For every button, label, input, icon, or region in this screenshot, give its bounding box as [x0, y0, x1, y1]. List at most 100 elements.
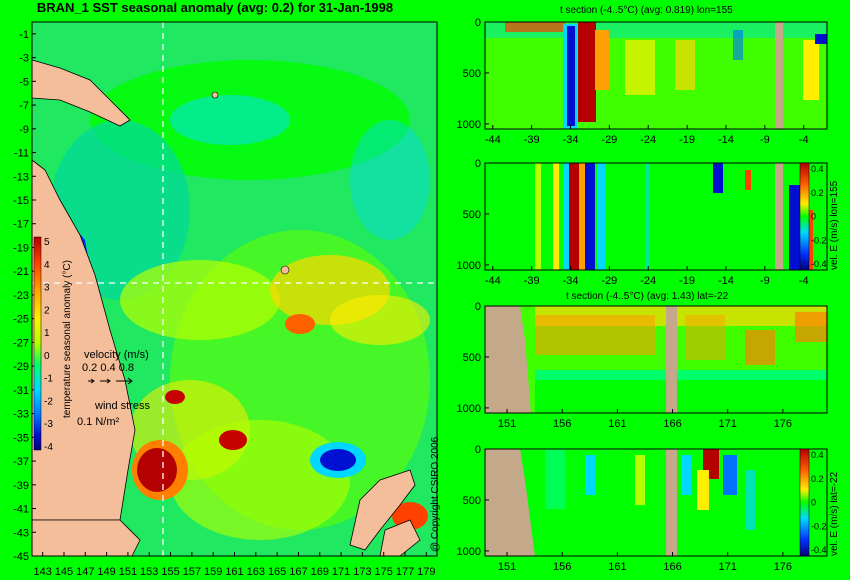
velocity-colorbar-tick: 0.2: [811, 188, 824, 198]
map-x-tick-label: 163: [247, 566, 265, 578]
map-y-tick-label: -11: [14, 148, 29, 160]
sst-map-chart: -1-3-5-7-9-11-13-15-17-19-21-23-25-27-29…: [13, 21, 438, 578]
map-y-axis-labels: -1 -3 -5 -7 -9 -11 -13 -15 -17 -19 -21 -23 -25 -27 -29…: [13, 29, 36, 563]
section-y-tick-label: 1000: [457, 119, 481, 131]
section-y-tick-label: 500: [463, 495, 481, 507]
section-x-tick-label: -19: [679, 275, 695, 287]
section-x-tick-label: -29: [601, 134, 617, 146]
velocity-colorbar-tick: 0: [811, 498, 816, 508]
section-1-chart: 0 500 1000 -44 -39 -34 -29 -24 -19 -14 -9 -4: [457, 17, 828, 146]
map-y-tick-label: -23: [13, 290, 29, 302]
section-3-x-axis-labels: 151 156 161 166 171 176: [498, 409, 792, 430]
section-3-y-axis-labels: 0 500 1000: [457, 301, 489, 415]
map-y-tick-label: -3: [19, 53, 29, 65]
sst-colorbar-tick: -4: [44, 442, 53, 453]
sst-colorbar-tick: -3: [44, 419, 53, 430]
map-y-tick-label: -25: [13, 314, 29, 326]
section-x-tick-label: -4: [799, 134, 809, 146]
section-y-tick-label: 500: [463, 68, 481, 80]
map-y-tick-label: -15: [13, 195, 29, 207]
map-x-tick-label: 143: [33, 566, 51, 578]
section-x-tick-label: -14: [718, 275, 734, 287]
section-1-title: t section (-4..5°C) (avg: 0.819) lon=155: [560, 5, 733, 16]
map-x-tick-label: 159: [204, 566, 222, 578]
section-x-tick-label: -19: [679, 134, 695, 146]
wind-stress-label: wind stress: [94, 400, 151, 412]
section-4-y-axis-labels: 0 500 1000: [457, 444, 489, 558]
section-x-tick-label: 161: [608, 418, 626, 430]
sst-colorbar-tick: 3: [44, 283, 50, 294]
velocity-label: velocity (m/s): [84, 349, 149, 361]
section-y-tick-label: 1000: [457, 403, 481, 415]
map-y-tick-label: -17: [13, 219, 29, 231]
sst-colorbar-tick: 5: [44, 237, 50, 248]
section-y-tick-label: 0: [475, 444, 481, 456]
velocity-colorbar-tick: 0: [811, 212, 816, 222]
map-x-axis-labels: 143 145 147 149 151 153 155 157 159 161 163 165 167 1…: [33, 552, 436, 578]
velocity-colorbar-tick: -0.4: [811, 545, 827, 555]
sst-colorbar-tick: -2: [44, 396, 53, 407]
section-x-tick-label: 161: [608, 561, 626, 573]
map-x-tick-label: 175: [375, 566, 393, 578]
map-x-tick-label: 177: [396, 566, 414, 578]
section-3-title: t section (-4..5°C) (avg: 1.43) lat=-22: [566, 291, 729, 302]
section-x-tick-label: 166: [663, 418, 681, 430]
sst-colorbar-tick: -1: [44, 374, 53, 385]
map-x-tick-label: 151: [119, 566, 137, 578]
section-4-colorbar-label: vel. E (m/s) lat=-22: [829, 471, 840, 556]
map-x-tick-label: 147: [76, 566, 94, 578]
map-y-tick-label: -33: [13, 409, 29, 421]
velocity-values: 0.2 0.4 0.8: [82, 362, 134, 374]
section-x-tick-label: -39: [524, 134, 540, 146]
section-x-tick-label: -4: [799, 275, 809, 287]
map-y-tick-label: -37: [13, 456, 29, 468]
section-x-tick-label: 166: [663, 561, 681, 573]
section-3-chart: 0 500 1000 151 156 161 166 171 176: [457, 301, 828, 430]
section-y-tick-label: 1000: [457, 546, 481, 558]
map-x-tick-label: 149: [97, 566, 115, 578]
map-x-tick-label: 169: [311, 566, 329, 578]
velocity-colorbar-tick: -0.2: [811, 235, 827, 245]
section-x-tick-label: 176: [774, 561, 792, 573]
map-x-tick-label: 161: [225, 566, 243, 578]
map-x-tick-label: 179: [417, 566, 435, 578]
map-x-tick-label: 173: [353, 566, 371, 578]
map-y-tick-label: -35: [13, 432, 29, 444]
map-y-tick-label: -27: [13, 337, 29, 349]
map-y-tick-label: -19: [13, 242, 29, 254]
section-x-tick-label: 171: [719, 418, 737, 430]
sst-colorbar: 5 4 3 2 1 0 -1 -2 -3 -4 temperature seasonal anom…: [33, 236, 73, 453]
section-x-tick-label: -9: [760, 275, 770, 287]
map-plot-area: [31, 22, 437, 557]
section-x-tick-label: 151: [498, 561, 516, 573]
section-2-colorbar-label: vel. E (m/s) lon=155: [829, 180, 840, 270]
wind-stress-value: 0.1 N/m²: [77, 416, 120, 428]
velocity-colorbar-tick: 0.4: [811, 164, 824, 174]
section-1-y-axis-labels: 0 500 1000: [457, 17, 489, 131]
vector-legend: velocity (m/s) 0.2 0.4 0.8 wind stress 0…: [77, 349, 151, 428]
section-4-x-axis-labels: 151 156 161 166 171 176: [498, 552, 792, 573]
section-panels: 0 500 1000 -44 -39 -34 -29 -24 -19 -14 -9 -4 0 500 1…: [457, 17, 840, 573]
map-y-tick-label: -1: [19, 29, 29, 41]
map-x-tick-label: 167: [289, 566, 307, 578]
section-x-tick-label: 151: [498, 418, 516, 430]
section-x-tick-label: 176: [774, 418, 792, 430]
map-y-tick-label: -43: [13, 527, 29, 539]
sst-colorbar-label: temperature seasonal anomaly (°C): [62, 260, 73, 418]
section-y-tick-label: 500: [463, 352, 481, 364]
velocity-colorbar-tick: -0.4: [811, 259, 827, 269]
sst-colorbar-tick: 1: [44, 328, 50, 339]
section-x-tick-label: -34: [563, 275, 579, 287]
map-y-tick-label: -45: [13, 551, 29, 563]
map-x-tick-label: 165: [268, 566, 286, 578]
map-x-tick-label: 153: [140, 566, 158, 578]
map-x-tick-label: 157: [183, 566, 201, 578]
section-1-x-axis-labels: -44 -39 -34 -29 -24 -19 -14 -9 -4: [485, 125, 809, 146]
section-x-tick-label: -34: [563, 134, 579, 146]
velocity-colorbar-tick: 0.4: [811, 450, 824, 460]
section-y-tick-label: 0: [475, 301, 481, 313]
map-x-tick-label: 155: [161, 566, 179, 578]
copyright-text: @ Copyright CSIRO 2006: [430, 436, 441, 552]
map-y-tick-label: -39: [13, 480, 29, 492]
section-y-tick-label: 1000: [457, 260, 481, 272]
